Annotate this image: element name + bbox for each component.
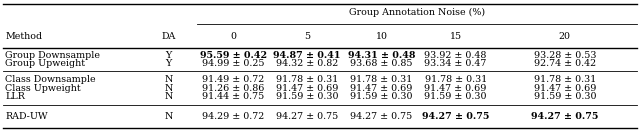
Text: 0: 0 bbox=[230, 32, 237, 40]
Text: N: N bbox=[164, 75, 173, 84]
Text: Group Downsample: Group Downsample bbox=[5, 51, 100, 60]
Text: 94.27 ± 0.75: 94.27 ± 0.75 bbox=[276, 112, 339, 121]
Text: 94.27 ± 0.75: 94.27 ± 0.75 bbox=[531, 112, 598, 121]
Text: 91.47 ± 0.69: 91.47 ± 0.69 bbox=[424, 84, 487, 93]
Text: 91.44 ± 0.75: 91.44 ± 0.75 bbox=[202, 92, 265, 101]
Text: 15: 15 bbox=[450, 32, 461, 40]
Text: 91.78 ± 0.31: 91.78 ± 0.31 bbox=[276, 75, 339, 84]
Text: 93.68 ± 0.85: 93.68 ± 0.85 bbox=[350, 59, 413, 68]
Text: 91.78 ± 0.31: 91.78 ± 0.31 bbox=[350, 75, 413, 84]
Text: 93.28 ± 0.53: 93.28 ± 0.53 bbox=[534, 51, 596, 60]
Text: 91.59 ± 0.30: 91.59 ± 0.30 bbox=[424, 92, 487, 101]
Text: DA: DA bbox=[161, 32, 175, 40]
Text: 91.78 ± 0.31: 91.78 ± 0.31 bbox=[424, 75, 487, 84]
Text: 93.34 ± 0.47: 93.34 ± 0.47 bbox=[424, 59, 487, 68]
Text: 91.47 ± 0.69: 91.47 ± 0.69 bbox=[350, 84, 413, 93]
Text: 91.47 ± 0.69: 91.47 ± 0.69 bbox=[276, 84, 339, 93]
Text: 91.47 ± 0.69: 91.47 ± 0.69 bbox=[534, 84, 596, 93]
Text: Class Downsample: Class Downsample bbox=[5, 75, 96, 84]
Text: 93.92 ± 0.48: 93.92 ± 0.48 bbox=[424, 51, 487, 60]
Text: 92.74 ± 0.42: 92.74 ± 0.42 bbox=[534, 59, 596, 68]
Text: Method: Method bbox=[5, 32, 42, 40]
Text: Group Annotation Noise (%): Group Annotation Noise (%) bbox=[349, 8, 485, 17]
Text: 94.99 ± 0.25: 94.99 ± 0.25 bbox=[202, 59, 265, 68]
Text: 91.49 ± 0.72: 91.49 ± 0.72 bbox=[202, 75, 265, 84]
Text: 91.26 ± 0.86: 91.26 ± 0.86 bbox=[202, 84, 265, 93]
Text: 94.31 ± 0.48: 94.31 ± 0.48 bbox=[348, 51, 415, 60]
Text: 94.32 ± 0.82: 94.32 ± 0.82 bbox=[276, 59, 339, 68]
Text: 5: 5 bbox=[304, 32, 310, 40]
Text: LLR: LLR bbox=[5, 92, 25, 101]
Text: 94.27 ± 0.75: 94.27 ± 0.75 bbox=[350, 112, 413, 121]
Text: 10: 10 bbox=[376, 32, 387, 40]
Text: 91.78 ± 0.31: 91.78 ± 0.31 bbox=[534, 75, 596, 84]
Text: 20: 20 bbox=[559, 32, 571, 40]
Text: N: N bbox=[164, 112, 173, 121]
Text: N: N bbox=[164, 84, 173, 93]
Text: Y: Y bbox=[165, 59, 172, 68]
Text: 91.59 ± 0.30: 91.59 ± 0.30 bbox=[276, 92, 339, 101]
Text: Group Upweight: Group Upweight bbox=[5, 59, 85, 68]
Text: 94.29 ± 0.72: 94.29 ± 0.72 bbox=[202, 112, 265, 121]
Text: N: N bbox=[164, 92, 173, 101]
Text: Class Upweight: Class Upweight bbox=[5, 84, 81, 93]
Text: 95.59 ± 0.42: 95.59 ± 0.42 bbox=[200, 51, 267, 60]
Text: RAD-UW: RAD-UW bbox=[5, 112, 48, 121]
Text: 91.59 ± 0.30: 91.59 ± 0.30 bbox=[350, 92, 413, 101]
Text: 94.87 ± 0.41: 94.87 ± 0.41 bbox=[273, 51, 341, 60]
Text: Y: Y bbox=[165, 51, 172, 60]
Text: 94.27 ± 0.75: 94.27 ± 0.75 bbox=[422, 112, 490, 121]
Text: 91.59 ± 0.30: 91.59 ± 0.30 bbox=[534, 92, 596, 101]
